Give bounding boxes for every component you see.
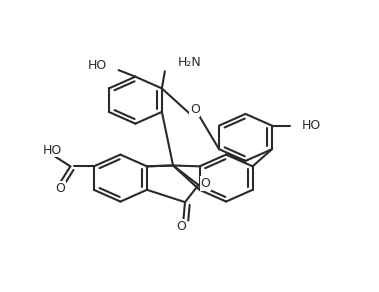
Text: O: O [200, 177, 210, 190]
Text: H₂N: H₂N [178, 56, 202, 69]
Text: HO: HO [87, 59, 106, 72]
Text: O: O [190, 103, 200, 116]
Text: O: O [176, 220, 186, 233]
Text: O: O [56, 182, 66, 194]
Text: HO: HO [43, 143, 63, 157]
Text: HO: HO [302, 119, 321, 132]
